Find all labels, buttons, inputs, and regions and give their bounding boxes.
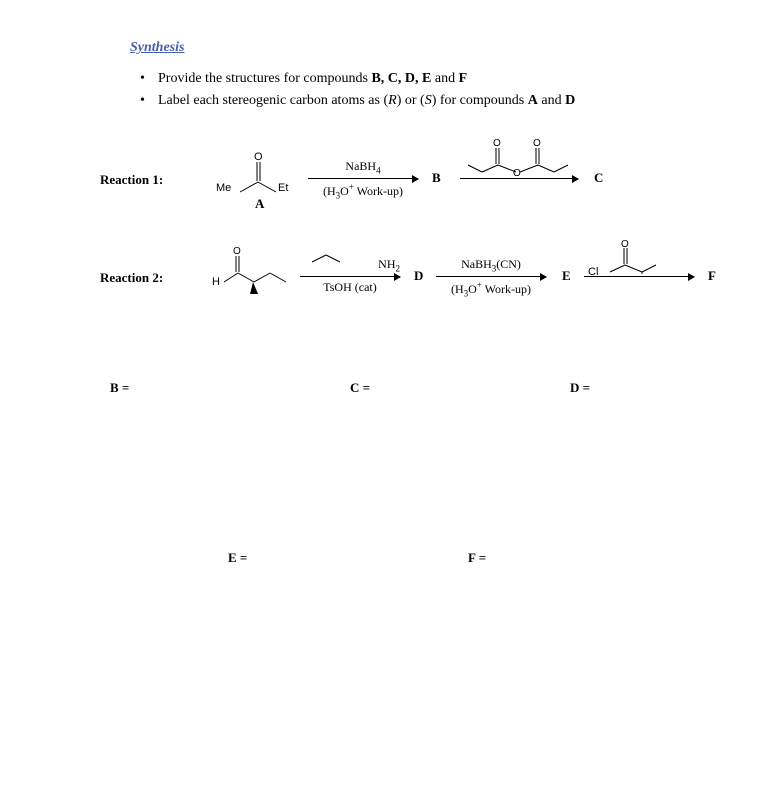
list-item: • Label each stereogenic carbon atoms as… — [140, 92, 736, 110]
h-label: H — [212, 276, 220, 288]
list-item: • Provide the structures for compounds B… — [140, 70, 736, 88]
bullet-list: • Provide the structures for compounds B… — [140, 70, 736, 110]
reaction-arrow: NaBH4 (H3O+ Work-up) — [308, 178, 418, 179]
compound-a-label: A — [255, 196, 264, 212]
compound-b-label: B — [432, 170, 441, 186]
reaction-arrow — [460, 178, 578, 179]
svg-text:O: O — [621, 239, 629, 250]
reaction-1: Reaction 1: O Me Et A NaBH4 (H3O+ Work-u… — [60, 140, 736, 220]
answer-b-label: B = — [110, 380, 129, 396]
et-label: Et — [278, 182, 288, 194]
answer-area: B = C = D = E = F = — [60, 380, 736, 700]
arrow-top-label: NH2 — [300, 257, 418, 273]
answer-e-label: E = — [228, 550, 247, 566]
answer-f-label: F = — [468, 550, 486, 566]
svg-text:O: O — [254, 151, 263, 163]
compound-e-label: E — [562, 268, 571, 284]
reaction-arrow: NH2 TsOH (cat) — [300, 276, 400, 277]
compound-d-label: D — [414, 268, 423, 284]
aldehyde-structure: O — [210, 242, 290, 297]
reaction-2-label: Reaction 2: — [100, 270, 163, 286]
answer-c-label: C = — [350, 380, 370, 396]
reaction-arrow: NaBH3(CN) (H3O+ Work-up) — [436, 276, 546, 277]
arrow-bottom-label: TsOH (cat) — [300, 280, 400, 295]
arrow-bottom-label: (H3O+ Work-up) — [308, 182, 418, 200]
bullet-text: Label each stereogenic carbon atoms as (… — [158, 92, 575, 110]
reaction-1-label: Reaction 1: — [100, 172, 163, 188]
reaction-arrow — [584, 276, 694, 277]
svg-text:O: O — [513, 168, 521, 176]
bullet-text: Provide the structures for compounds B, … — [158, 70, 467, 88]
section-title: Synthesis — [130, 40, 736, 56]
arrow-bottom-label: (H3O+ Work-up) — [436, 280, 546, 298]
arrow-top-label: NaBH4 — [308, 159, 418, 175]
svg-text:O: O — [493, 138, 501, 149]
answer-d-label: D = — [570, 380, 590, 396]
svg-text:O: O — [533, 138, 541, 149]
me-label: Me — [216, 182, 231, 194]
bullet-marker: • — [140, 92, 158, 110]
anhydride-structure: O O O — [458, 134, 578, 176]
svg-text:O: O — [233, 246, 241, 257]
arrow-top-label: NaBH3(CN) — [436, 257, 546, 273]
compound-f-label: F — [708, 268, 716, 284]
acylchloride-structure: O — [592, 236, 664, 274]
compound-c-label: C — [594, 170, 603, 186]
reaction-2: Reaction 2: O H — [60, 230, 736, 320]
bullet-marker: • — [140, 70, 158, 88]
